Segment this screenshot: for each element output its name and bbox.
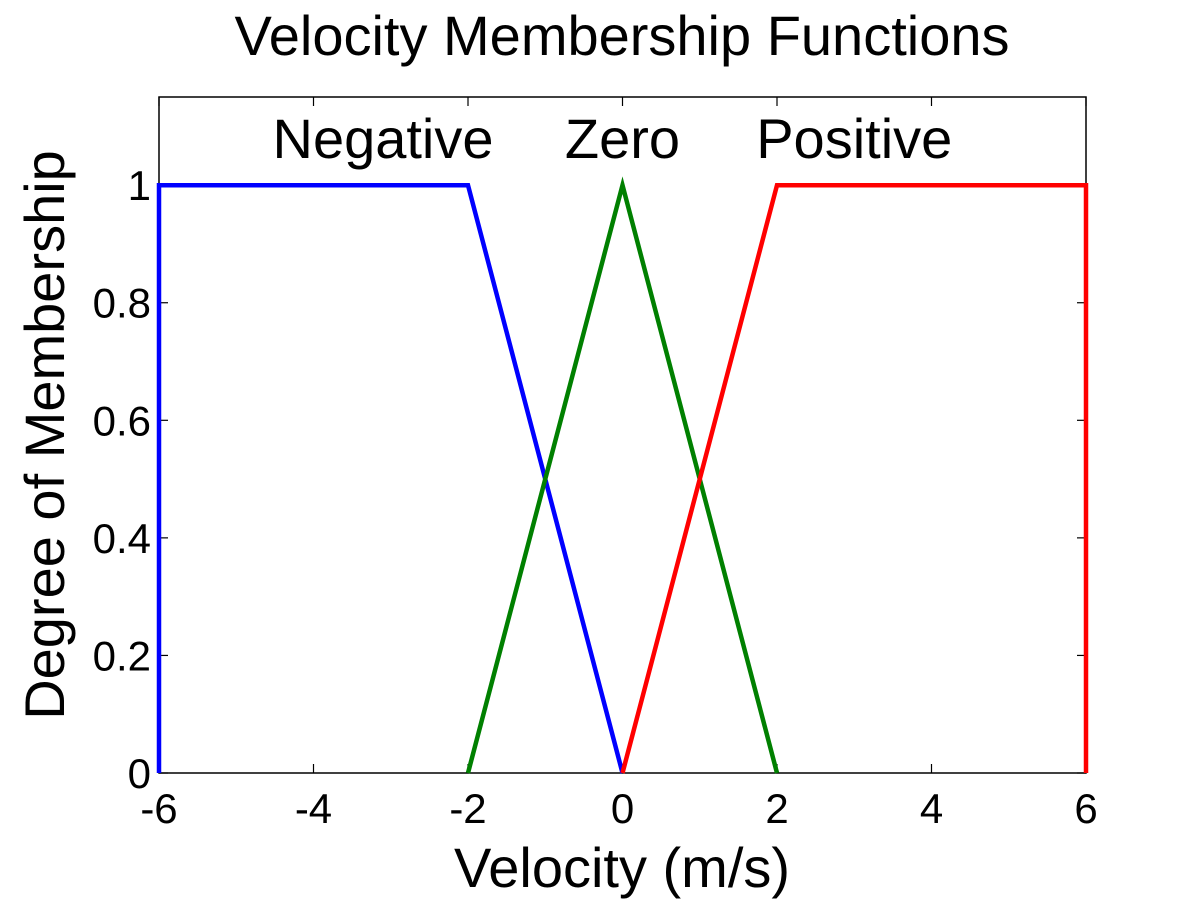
chart-title: Velocity Membership Functions bbox=[234, 4, 1009, 67]
y-axis-label: Degree of Membership bbox=[13, 150, 76, 720]
plot-area bbox=[158, 96, 1087, 774]
x-tick-label: 4 bbox=[920, 785, 943, 832]
x-tick-label: -2 bbox=[449, 785, 486, 832]
x-tick-label: 6 bbox=[1074, 785, 1097, 832]
curve-annotations: Negative Zero Positive bbox=[273, 107, 953, 170]
y-tick-label: 0 bbox=[128, 750, 151, 797]
annotation-negative: Negative bbox=[273, 107, 494, 170]
annotation-positive: Positive bbox=[756, 107, 952, 170]
y-tick-label: 0.4 bbox=[93, 515, 151, 562]
y-tick-label: 0.2 bbox=[93, 632, 151, 679]
series-zero-line bbox=[465, 176, 780, 774]
series-lines bbox=[156, 176, 1089, 774]
x-tick-label: -6 bbox=[140, 785, 177, 832]
y-tick-label: 1 bbox=[128, 162, 151, 209]
series-positive-line bbox=[620, 182, 1089, 774]
x-tick-label: -4 bbox=[295, 785, 332, 832]
x-axis-label: Velocity (m/s) bbox=[454, 836, 790, 899]
x-tick-label: 2 bbox=[765, 785, 788, 832]
tick-labels: -6 -4 -2 0 2 4 6 0 0.2 0.4 0.6 0.8 1 bbox=[93, 162, 1098, 832]
x-tick-label: 0 bbox=[611, 785, 634, 832]
y-tick-label: 0.8 bbox=[93, 280, 151, 327]
y-tick-label: 0.6 bbox=[93, 397, 151, 444]
annotation-zero: Zero bbox=[565, 107, 680, 170]
